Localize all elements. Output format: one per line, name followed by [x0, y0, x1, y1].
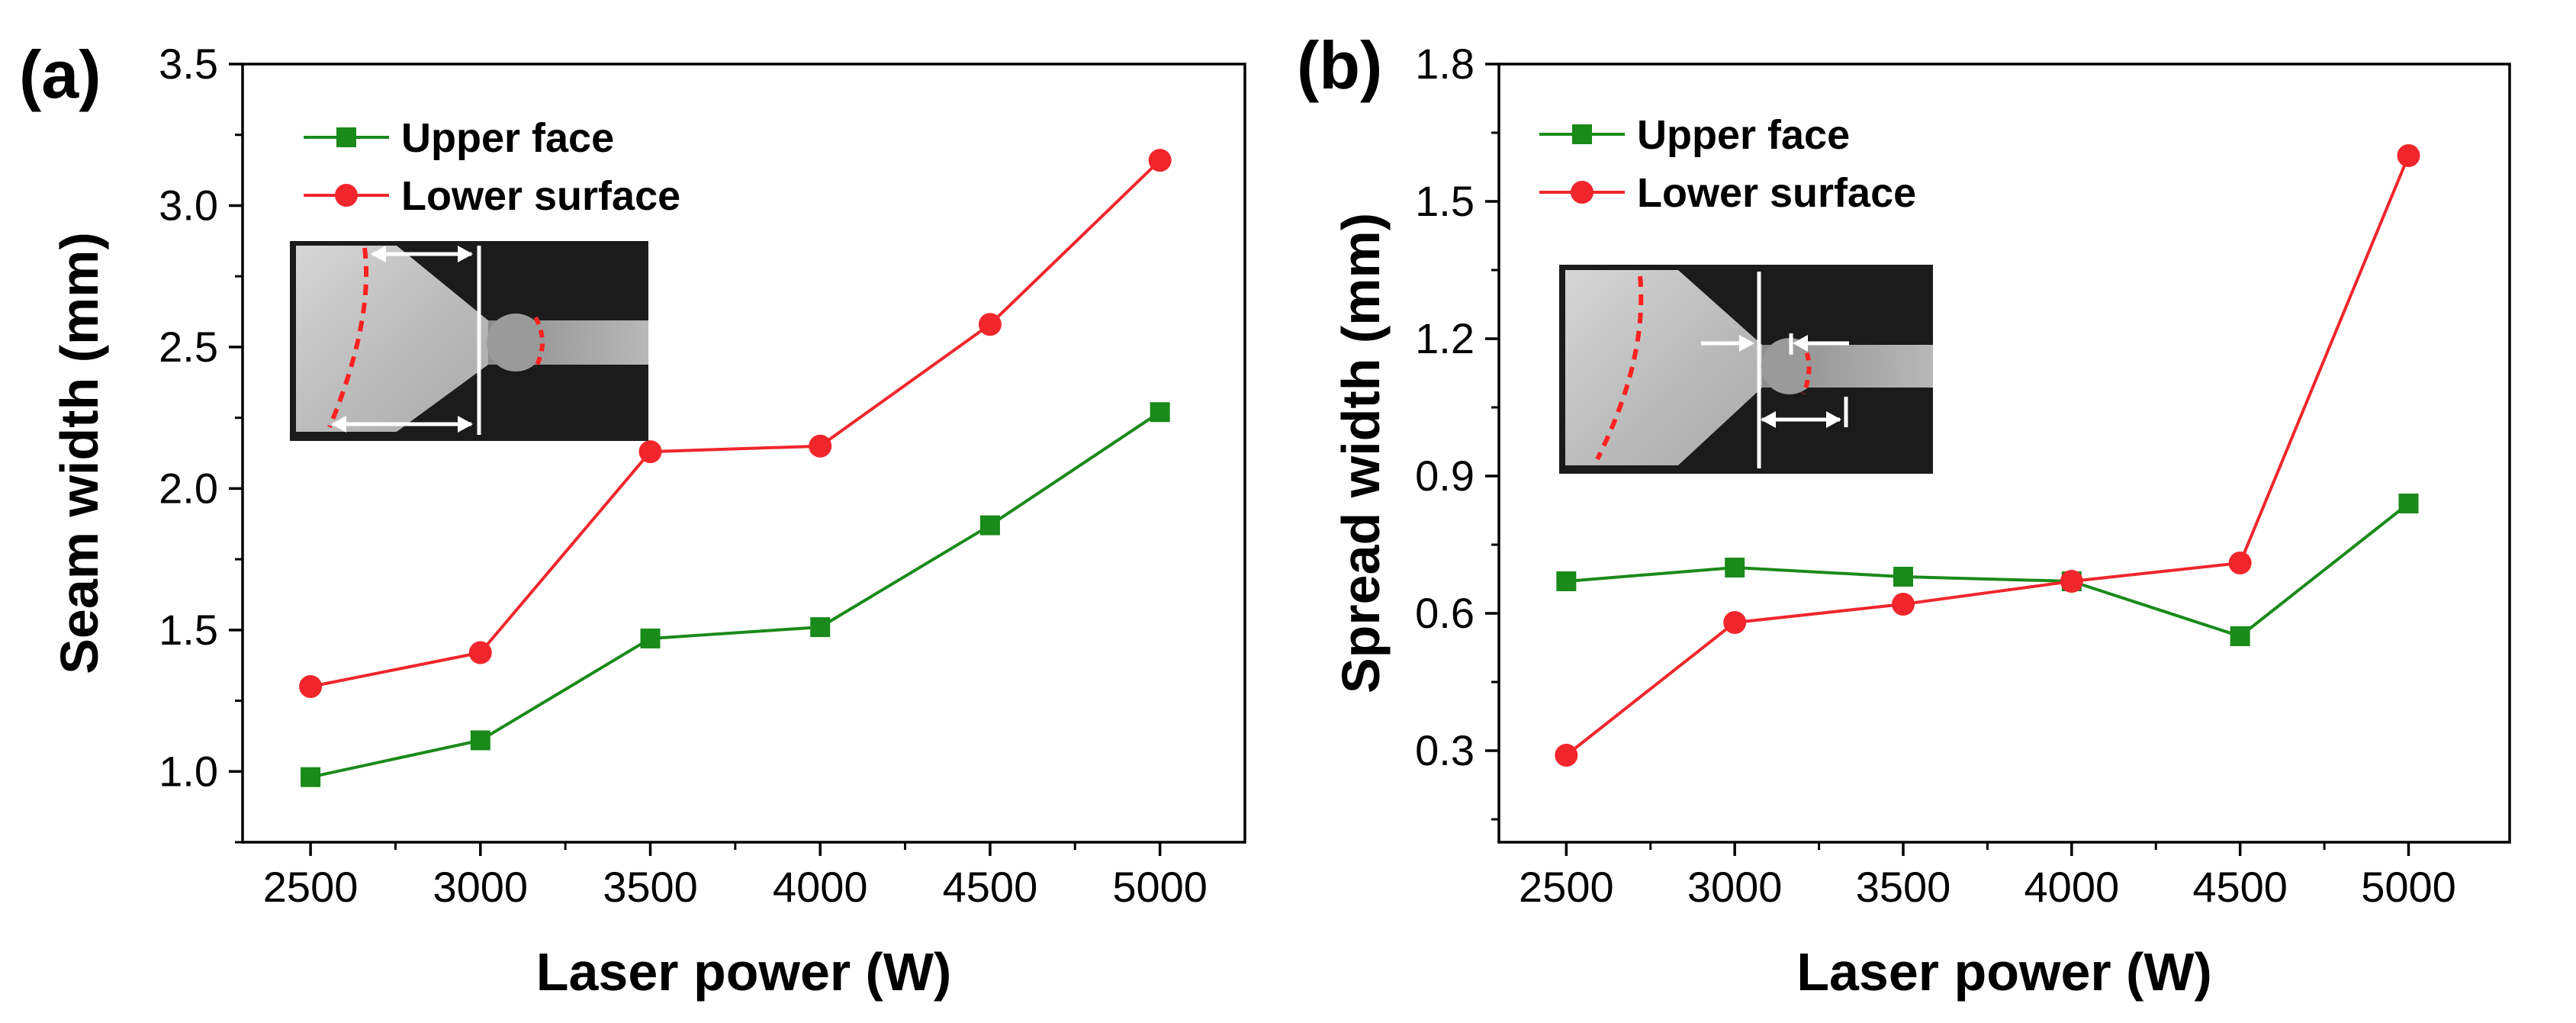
y-axis-title: Spread width (mm)	[1331, 213, 1391, 693]
series-line-lower-surface	[310, 159, 1162, 688]
data-point-upper-face	[1725, 558, 1745, 577]
data-point-upper-face	[470, 730, 490, 751]
x-tick-label: 4000	[773, 863, 868, 911]
plot-frame	[241, 63, 1246, 844]
x-axis-title: Laser power (W)	[1796, 942, 2212, 1002]
x-tick-label: 4500	[2192, 863, 2288, 911]
x-tick-label: 5000	[2361, 863, 2456, 911]
data-point-upper-face	[1556, 571, 1577, 591]
data-point-lower-surface	[1148, 149, 1172, 172]
data-point-lower-surface	[809, 434, 832, 458]
data-point-upper-face	[2230, 626, 2250, 646]
series-line-upper-face	[310, 410, 1161, 779]
y-tick-label: 2.0	[159, 464, 218, 512]
y-tick-label: 1.5	[159, 606, 218, 654]
legend-marker-circle	[335, 184, 358, 207]
data-point-lower-surface	[2060, 570, 2083, 593]
x-tick-label: 4000	[2024, 863, 2120, 911]
data-point-upper-face	[1150, 402, 1170, 423]
data-point-lower-surface	[299, 675, 323, 698]
data-point-upper-face	[810, 617, 831, 638]
y-tick-label: 3.5	[159, 40, 218, 88]
y-tick-label: 0.3	[1415, 726, 1475, 774]
data-point-upper-face	[2398, 494, 2419, 513]
data-point-lower-surface	[2228, 552, 2252, 574]
x-tick-label: 3000	[1687, 863, 1783, 911]
inset-micrograph-a	[290, 241, 648, 441]
y-tick-label: 3.0	[159, 181, 218, 229]
x-axis-title: Laser power (W)	[536, 942, 952, 1002]
data-point-upper-face	[301, 767, 321, 787]
series-line-upper-face	[1566, 502, 2410, 639]
legend-marker-circle	[1571, 181, 1594, 204]
y-tick-label: 1.2	[1415, 314, 1475, 362]
panel-b-label: (b)	[1297, 27, 1382, 103]
data-point-upper-face	[640, 628, 661, 648]
x-tick-label: 2500	[263, 863, 359, 911]
legend-marker-square	[1572, 124, 1592, 144]
panel-a: (a) 2500 3000 3500 4000 4500 5000 1.0 1.5 2.0 2.5…	[19, 37, 1246, 1002]
data-point-upper-face	[1893, 567, 1913, 587]
data-point-lower-surface	[1555, 744, 1578, 767]
y-tick-label: 1.8	[1415, 40, 1475, 88]
x-tick-label: 3500	[603, 863, 698, 911]
y-tick-label: 1.5	[1415, 177, 1475, 225]
data-point-upper-face	[979, 515, 1000, 536]
legend-label: Upper face	[1637, 112, 1850, 158]
plot-area-a: 2500 3000 3500 4000 4500 5000 1.0 1.5 2.0 2.5 3.0 3…	[50, 40, 1246, 1002]
data-point-lower-surface	[1892, 593, 1915, 616]
data-point-lower-surface	[468, 641, 492, 664]
y-tick-label: 2.5	[159, 323, 218, 371]
data-point-lower-surface	[1723, 611, 1747, 634]
x-tick-label: 3500	[1856, 863, 1951, 911]
legend-marker-square	[336, 127, 356, 147]
data-point-lower-surface	[638, 440, 662, 464]
x-tick-label: 5000	[1112, 863, 1208, 911]
legend-label: Lower surface	[401, 173, 680, 219]
y-axis-title: Seam width (mm)	[50, 232, 109, 674]
inset-micrograph-b	[1559, 265, 1933, 474]
legend-label: Lower surface	[1637, 170, 1916, 216]
y-tick-label: 1.0	[159, 747, 218, 795]
series-line-lower-surface	[1565, 155, 2410, 757]
panel-b: (b) 2500 3000 3500 4000 4500 5000 0.3 0.6 0.9 1.2…	[1297, 27, 2511, 1002]
plot-area-b: 2500 3000 3500 4000 4500 5000 0.3 0.6 0.9 1.2 1.5 1…	[1331, 40, 2511, 1002]
legend-label: Upper face	[401, 115, 614, 161]
data-point-lower-surface	[2397, 144, 2420, 167]
panel-a-label: (a)	[19, 37, 101, 112]
x-tick-label: 3000	[433, 863, 529, 911]
y-tick-label: 0.6	[1415, 589, 1475, 637]
data-point-lower-surface	[978, 313, 1002, 336]
x-tick-label: 2500	[1519, 863, 1614, 911]
y-tick-label: 0.9	[1415, 452, 1475, 500]
plot-frame	[1497, 63, 2511, 844]
x-tick-label: 4500	[943, 863, 1038, 911]
